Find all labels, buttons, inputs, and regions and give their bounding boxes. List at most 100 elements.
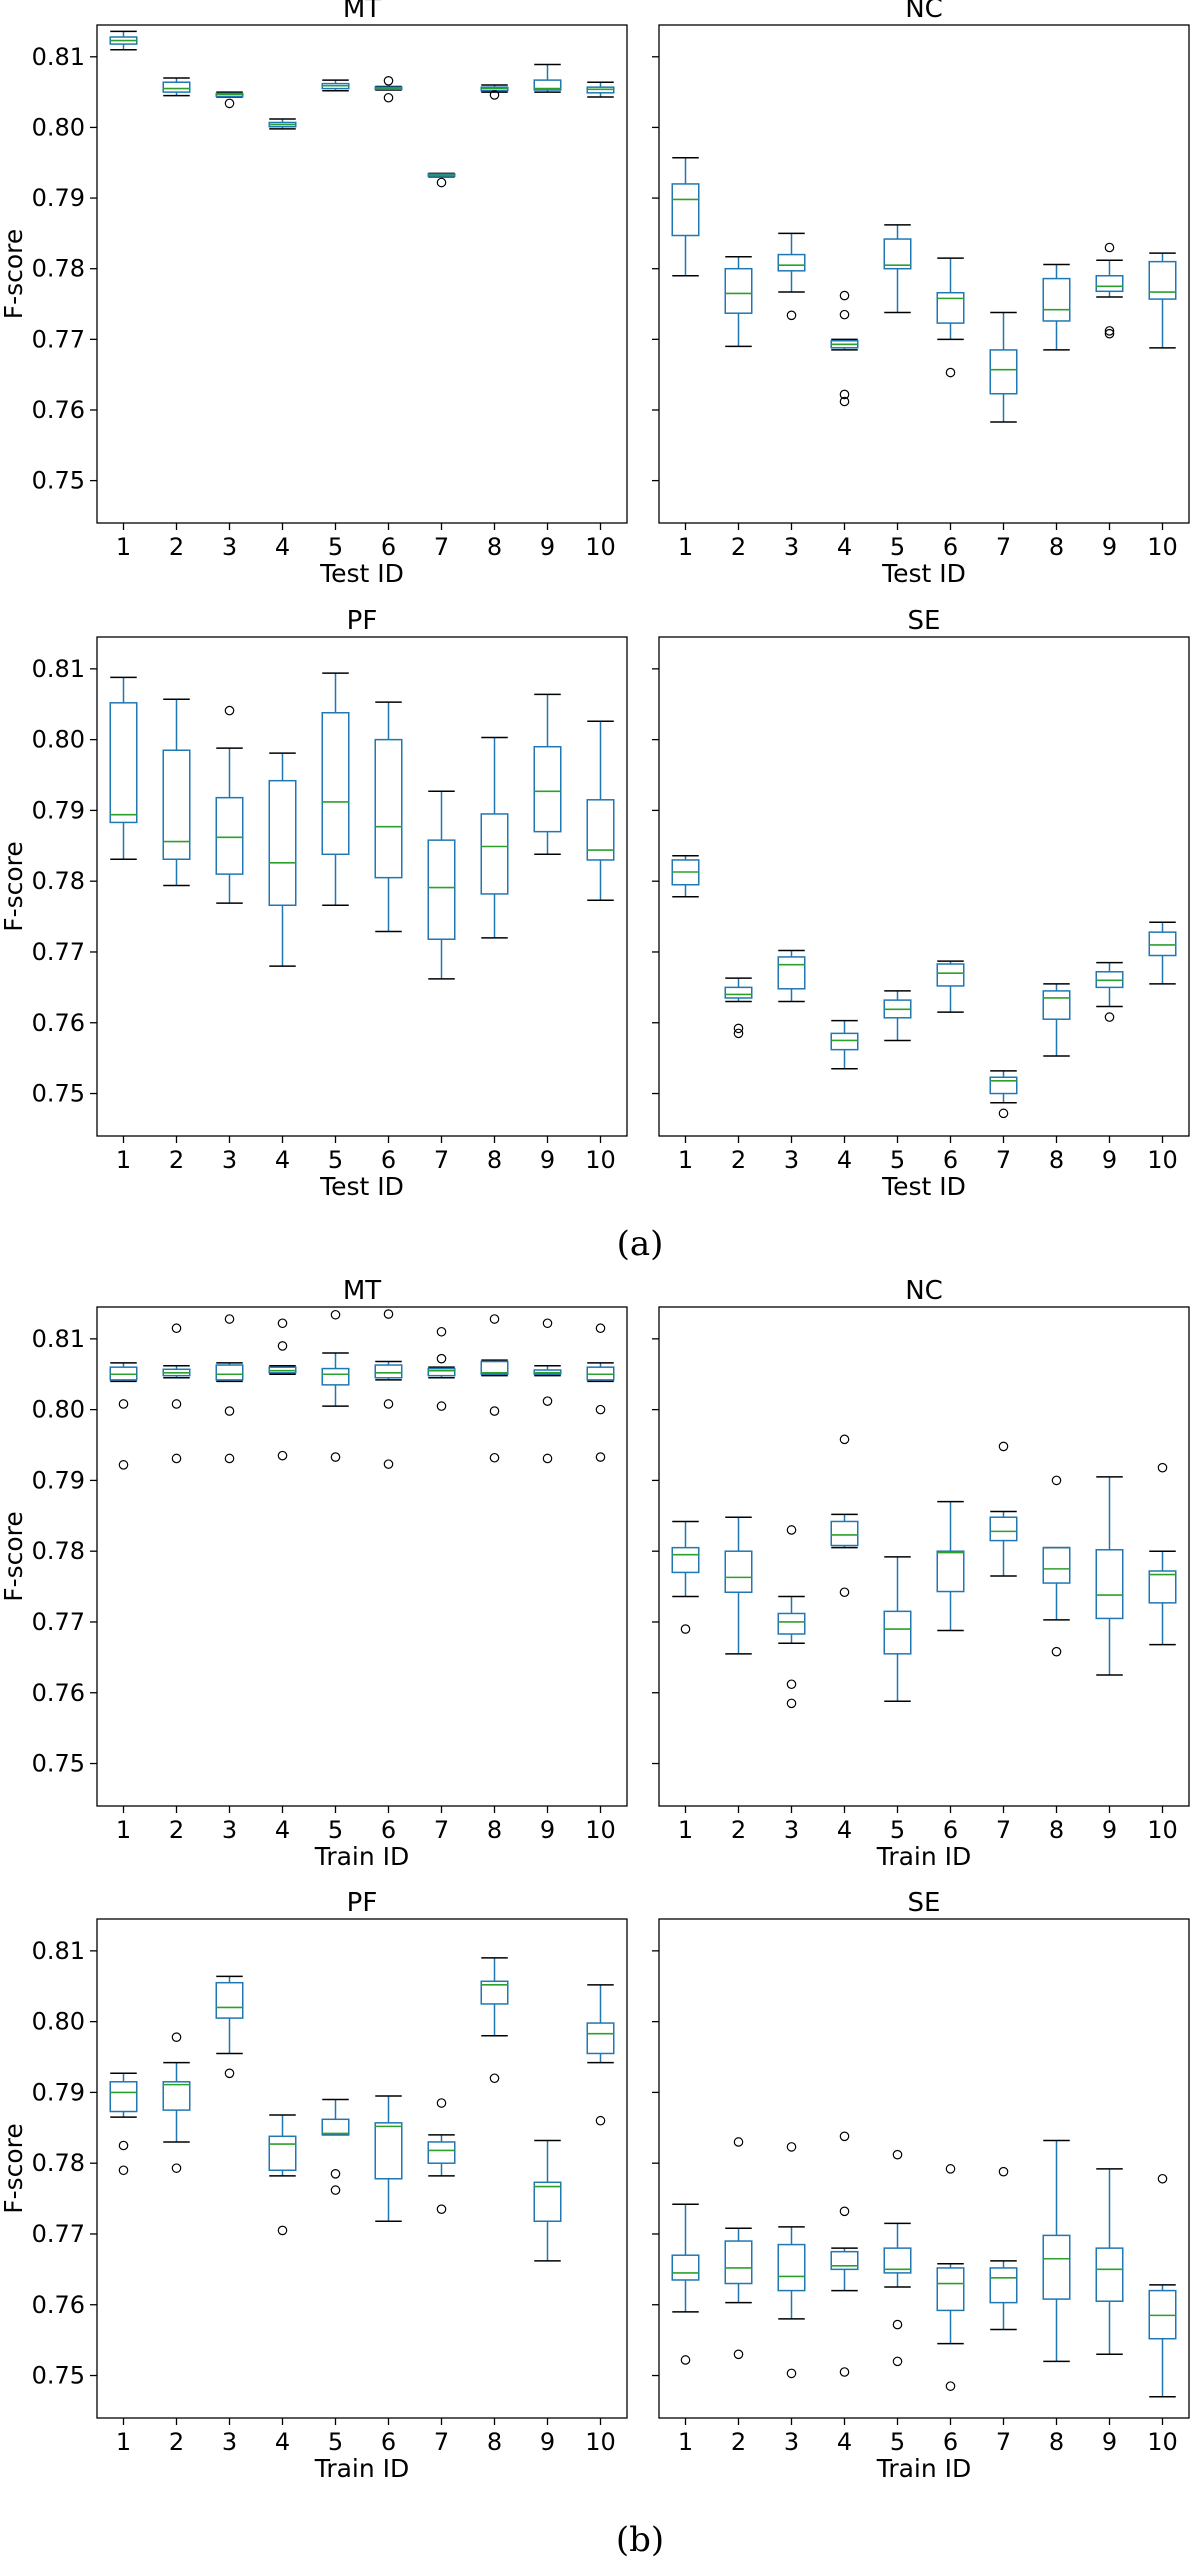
iqr-box bbox=[427, 1367, 456, 1377]
outlier-point bbox=[839, 2206, 850, 2217]
x-tick-label: 3 bbox=[784, 1816, 799, 1844]
box-7 bbox=[989, 1070, 1018, 1119]
iqr-box bbox=[777, 253, 806, 272]
x-tick-label: 10 bbox=[1147, 1816, 1178, 1844]
y-tick-label: 0.79 bbox=[32, 796, 85, 824]
box-10 bbox=[586, 720, 615, 902]
box-8 bbox=[1042, 263, 1071, 351]
outlier-point bbox=[945, 367, 956, 378]
iqr-box bbox=[109, 2081, 138, 2113]
x-tick-label: 9 bbox=[1102, 1816, 1117, 1844]
outlier-point bbox=[224, 1453, 235, 1464]
x-tick-label: 8 bbox=[1049, 2428, 1064, 2456]
outlier-point bbox=[171, 1399, 182, 1409]
box-9 bbox=[533, 63, 562, 93]
x-tick-label: 7 bbox=[434, 2428, 449, 2456]
x-tick-label: 2 bbox=[169, 1816, 184, 1844]
iqr-box bbox=[321, 1367, 350, 1386]
x-tick-label: 9 bbox=[1102, 2428, 1117, 2456]
y-axis-label: F-score bbox=[0, 841, 28, 932]
x-tick-label: 10 bbox=[585, 2428, 616, 2456]
outlier-point bbox=[489, 2073, 500, 2084]
iqr-box bbox=[586, 799, 615, 861]
x-tick-label: 2 bbox=[731, 2428, 746, 2456]
x-tick-label: 4 bbox=[837, 2428, 852, 2456]
outlier-point bbox=[945, 2164, 956, 2174]
x-tick-label: 10 bbox=[585, 1146, 616, 1174]
outlier-point bbox=[998, 1441, 1009, 1452]
box-3 bbox=[215, 1314, 244, 1464]
x-tick-label: 5 bbox=[890, 1146, 905, 1174]
box-5 bbox=[321, 672, 350, 907]
x-tick-label: 3 bbox=[784, 533, 799, 561]
x-tick-label: 5 bbox=[328, 533, 343, 561]
box-6 bbox=[936, 1500, 965, 1632]
outlier-point bbox=[489, 90, 500, 100]
outlier-point bbox=[680, 2355, 691, 2365]
box-5 bbox=[883, 2149, 912, 2367]
x-tick-label: 8 bbox=[487, 1816, 502, 1844]
iqr-box bbox=[936, 1550, 965, 1593]
outlier-point bbox=[998, 1108, 1009, 1119]
caption-a: (a) bbox=[617, 1224, 664, 1264]
iqr-box bbox=[480, 1360, 509, 1375]
x-tick-label: 10 bbox=[1147, 533, 1178, 561]
y-tick-label: 0.80 bbox=[32, 1396, 85, 1424]
box-9 bbox=[1095, 242, 1124, 339]
box-2 bbox=[162, 698, 191, 887]
outlier-point bbox=[786, 1679, 797, 1690]
box-10 bbox=[586, 1984, 615, 2126]
outlier-point bbox=[489, 1452, 500, 1463]
outlier-point bbox=[1104, 326, 1115, 336]
x-axis-label: Test ID bbox=[319, 1172, 404, 1201]
panel-title: PF bbox=[347, 1888, 378, 1918]
x-tick-label: 9 bbox=[540, 1816, 555, 1844]
y-tick-label: 0.81 bbox=[32, 43, 85, 71]
y-tick-label: 0.79 bbox=[32, 2078, 85, 2106]
x-tick-label: 3 bbox=[222, 1146, 237, 1174]
outlier-point bbox=[118, 1460, 129, 1470]
iqr-box bbox=[162, 81, 191, 93]
iqr-box bbox=[1148, 931, 1177, 957]
panel-title: SE bbox=[908, 1888, 941, 1918]
plot-frame bbox=[96, 1918, 628, 2419]
iqr-box bbox=[586, 2022, 615, 2055]
x-tick-label: 4 bbox=[275, 2428, 290, 2456]
x-tick-label: 6 bbox=[381, 2428, 396, 2456]
outlier-point bbox=[733, 2349, 744, 2360]
box-3 bbox=[215, 1975, 244, 2079]
outlier-point bbox=[839, 389, 850, 400]
x-tick-label: 1 bbox=[678, 1816, 693, 1844]
y-tick-label: 0.78 bbox=[32, 867, 85, 895]
box-2 bbox=[724, 1516, 753, 1655]
y-tick-label: 0.81 bbox=[32, 1937, 85, 1965]
outlier-point bbox=[171, 1453, 182, 1464]
iqr-box bbox=[533, 79, 562, 91]
outlier-point bbox=[839, 290, 850, 301]
x-axis-label: Test ID bbox=[319, 559, 404, 588]
iqr-box bbox=[268, 2135, 297, 2172]
x-tick-label: 2 bbox=[169, 533, 184, 561]
x-tick-label: 3 bbox=[222, 2428, 237, 2456]
outlier-point bbox=[224, 1314, 235, 1324]
x-tick-label: 1 bbox=[678, 533, 693, 561]
outlier-point bbox=[542, 1396, 553, 1406]
iqr-box bbox=[1042, 990, 1071, 1020]
x-tick-label: 5 bbox=[890, 2428, 905, 2456]
box-1 bbox=[109, 676, 138, 860]
box-8 bbox=[480, 84, 509, 100]
x-tick-label: 7 bbox=[996, 1146, 1011, 1174]
panel-mt-a: MT 0.75 0.76 0.77 0.78 0.79 0.80 0.81 1 2 3 4 5 6 7 8 9 1… bbox=[0, 0, 628, 588]
outlier-point bbox=[436, 177, 447, 188]
outlier-point bbox=[1157, 2173, 1168, 2184]
outlier-point bbox=[733, 1028, 744, 1039]
iqr-box bbox=[671, 2254, 700, 2281]
x-tick-label: 5 bbox=[890, 533, 905, 561]
x-tick-label: 3 bbox=[222, 1816, 237, 1844]
outlier-point bbox=[998, 2166, 1009, 2177]
outlier-point bbox=[595, 1452, 606, 1462]
panel-nc-a: NC 1 2 3 4 5 6 7 8 9 10 Test ID bbox=[652, 0, 1190, 588]
x-tick-label: 7 bbox=[434, 533, 449, 561]
box-10 bbox=[1148, 252, 1177, 349]
x-tick-label: 1 bbox=[116, 1816, 131, 1844]
